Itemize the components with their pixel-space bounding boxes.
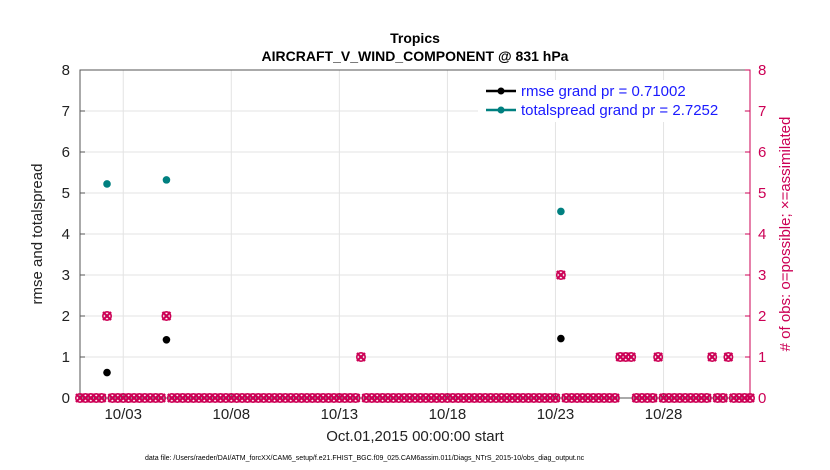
- x-tick-label: 10/13: [321, 406, 359, 423]
- y-axis-label-right: # of obs: o=possible; ×=assimilated: [777, 117, 794, 352]
- rmse-point: [162, 335, 171, 344]
- obs-possible-marker: [653, 351, 664, 362]
- rmse-point: [103, 368, 111, 377]
- obs-possible-marker: [161, 310, 172, 321]
- obs-assimilated-marker: [701, 393, 712, 403]
- chart-subtitle: AIRCRAFT_V_WIND_COMPONENT @ 831 hPa: [262, 48, 569, 64]
- y-tick-label-right: 5: [758, 185, 766, 202]
- obs-assimilated-marker: [156, 393, 166, 403]
- y-tick-label-right: 1: [758, 349, 766, 366]
- x-axis-label: Oct.01,2015 00:00:00 start: [326, 428, 504, 445]
- legend-rmse-marker: [497, 87, 505, 95]
- x-tick-label: 10/03: [104, 406, 142, 423]
- legend: rmse grand pr = 0.71002 totalspread gran…: [478, 80, 744, 122]
- obs-assimilated-marker: [707, 352, 717, 362]
- totalspread-point: [162, 176, 171, 184]
- y-tick-label-left: 0: [62, 390, 70, 407]
- obs-assimilated-marker: [102, 311, 112, 321]
- legend-totalspread-marker: [497, 106, 505, 114]
- y-tick-label-left: 7: [62, 103, 70, 120]
- obs-possible-marker: [355, 351, 366, 362]
- y-tick-label-left: 4: [62, 226, 70, 243]
- obs-assimilated-marker: [96, 393, 107, 403]
- obs-assimilated-marker: [718, 393, 728, 403]
- obs-assimilated-marker: [723, 352, 734, 362]
- obs-assimilated-marker: [161, 311, 172, 321]
- obs-assimilated-marker: [610, 393, 620, 403]
- totalspread-point: [103, 180, 111, 188]
- obs-possible-marker: [555, 269, 566, 280]
- data-marks: [75, 176, 755, 403]
- y-tick-label-left: 8: [62, 62, 70, 79]
- y-tick-label-left: 5: [62, 185, 70, 202]
- obs-possible-marker: [707, 351, 718, 362]
- y-axis-label-left: rmse and totalspread: [29, 164, 46, 305]
- y-tick-label-left: 1: [62, 349, 70, 366]
- obs-assimilated-marker: [626, 352, 636, 362]
- y-tick-label-left: 6: [62, 144, 70, 161]
- rmse-point: [557, 334, 565, 343]
- obs-possible-marker: [723, 351, 734, 362]
- y-tick-label-left: 2: [62, 308, 70, 325]
- obs-possible-marker: [102, 310, 113, 321]
- x-tick-label: 10/18: [429, 406, 467, 423]
- legend-rmse-label: rmse grand pr = 0.71002: [521, 83, 686, 100]
- legend-background: [478, 80, 744, 122]
- y-tick-label-right: 3: [758, 267, 766, 284]
- y-tick-label-right: 4: [758, 226, 766, 243]
- obs-assimilated-marker: [550, 393, 561, 403]
- x-tick-label: 10/23: [537, 406, 575, 423]
- obs-assimilated-marker: [556, 270, 566, 280]
- totalspread-point: [557, 207, 565, 216]
- y-tick-label-right: 2: [758, 308, 766, 325]
- footnote: data file: /Users/raeder/DAI/ATM_forcXX/…: [145, 455, 585, 462]
- obs-assimilated-marker: [647, 393, 658, 403]
- grid: [80, 69, 750, 399]
- obs-assimilated-marker: [350, 393, 361, 403]
- x-tick-label: 10/08: [213, 406, 251, 423]
- y-tick-label-right: 8: [758, 62, 766, 79]
- obs-assimilated-marker: [653, 352, 663, 362]
- obs-assimilated-marker: [356, 352, 366, 362]
- y-tick-label-right: 7: [758, 103, 766, 120]
- obs-assimilated-marker: [745, 393, 755, 403]
- chart-title: Tropics: [390, 30, 440, 46]
- x-tick-label: 10/28: [645, 406, 683, 423]
- y-tick-label-right: 6: [758, 144, 766, 161]
- y-tick-label-left: 3: [62, 267, 70, 284]
- y-tick-label-right: 0: [758, 390, 766, 407]
- ticks: 0 1 2 3 4 5 6 7 8 0 1 2 3 4 5 6 7 8 10/03 10/08 10/13 10/18 10…: [62, 62, 767, 423]
- legend-totalspread-label: totalspread grand pr = 2.7252: [521, 102, 718, 119]
